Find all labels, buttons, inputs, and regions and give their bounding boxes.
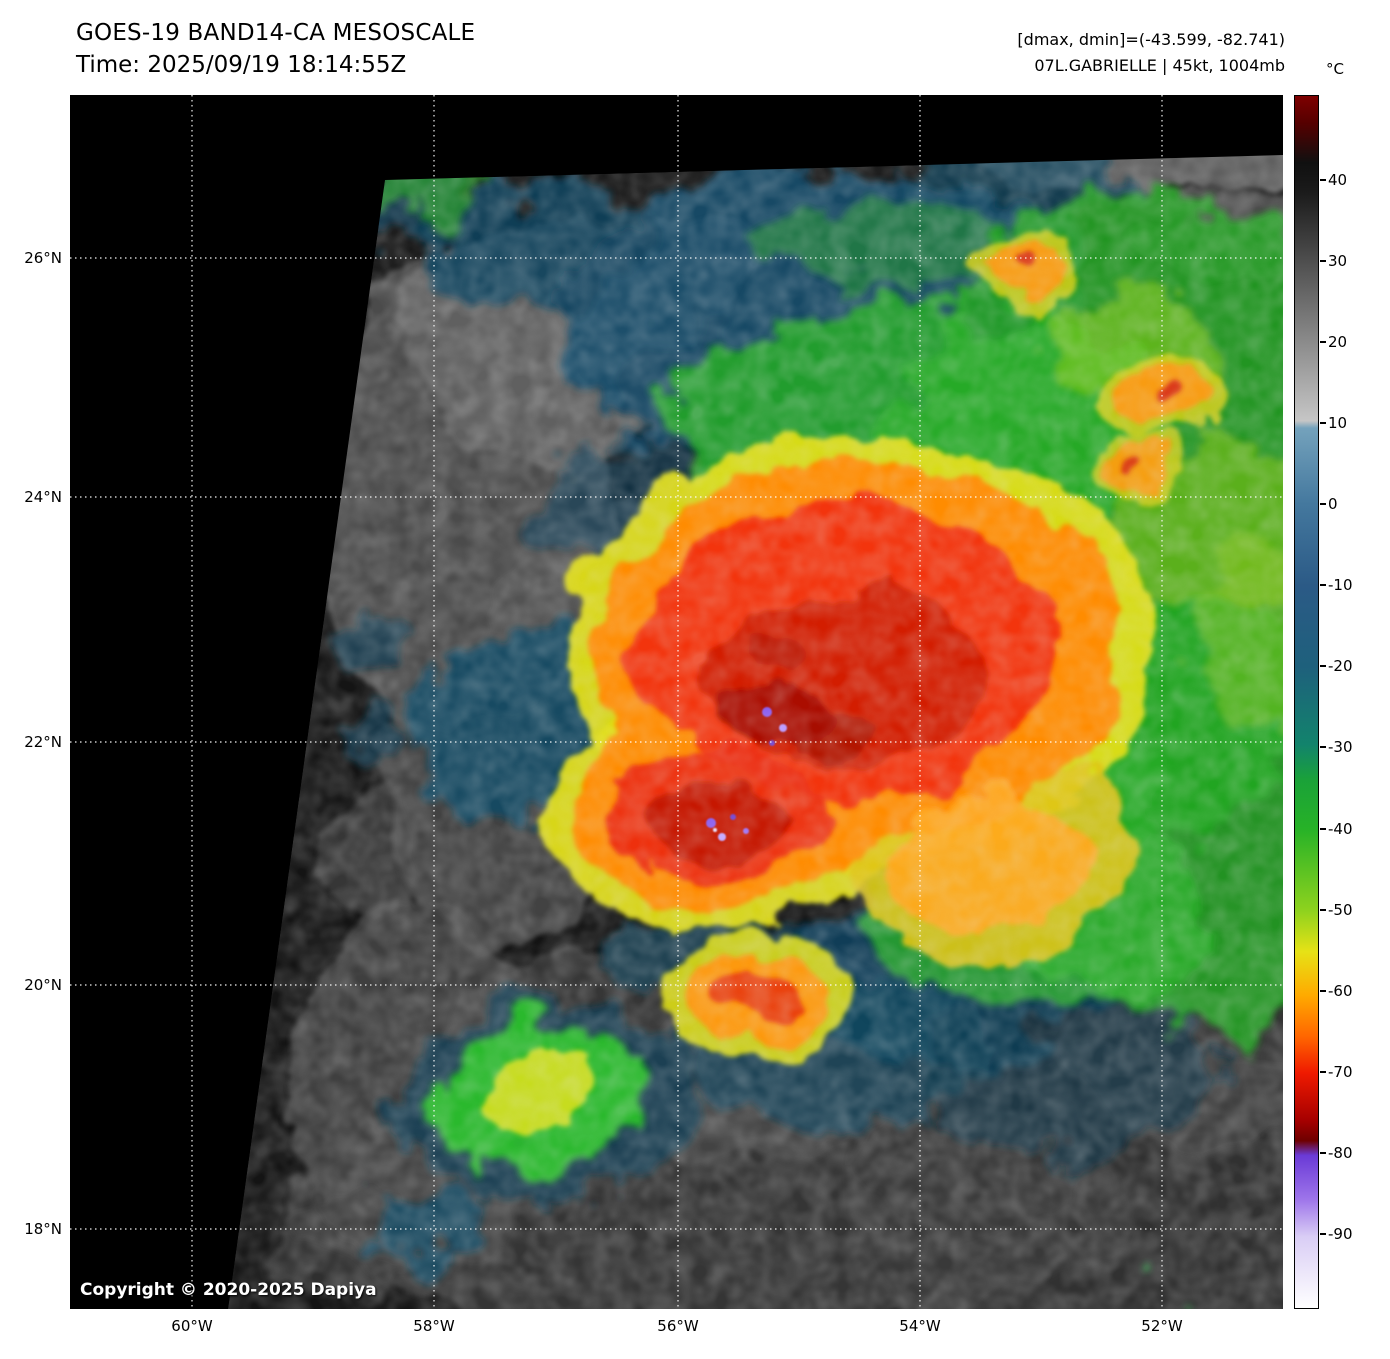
colorbar-tick-label: 30 [1328, 252, 1348, 270]
colorbar-tick-label: 20 [1328, 333, 1348, 351]
lat-tick-label: 26°N [24, 249, 62, 267]
colorbar-tick-label: -60 [1328, 982, 1353, 1000]
grid-overlay [70, 95, 1283, 1309]
colorbar-gradient [1294, 95, 1319, 1309]
colorbar-tick-mark [1320, 665, 1326, 667]
colorbar-tick-mark [1320, 503, 1326, 505]
colorbar-tick-label: -30 [1328, 738, 1353, 756]
plot-title: GOES-19 BAND14-CA MESOSCALE [76, 20, 476, 46]
colorbar-tick-mark [1320, 584, 1326, 586]
colorbar-unit-label: °C [1326, 60, 1344, 78]
colorbar-tick-label: -20 [1328, 657, 1353, 675]
colorbar-tick-label: -40 [1328, 820, 1353, 838]
dmax-dmin-annotation: [dmax, dmin]=(-43.599, -82.741) [1017, 30, 1285, 49]
scan-region [228, 155, 1283, 1309]
colorbar-tick-mark [1320, 828, 1326, 830]
colorbar-tick-mark [1320, 746, 1326, 748]
colorbar-tick-mark [1320, 341, 1326, 343]
copyright-watermark: Copyright © 2020-2025 Dapiya [80, 1280, 377, 1300]
lon-tick-label: 60°W [171, 1317, 213, 1335]
storm-annotation: 07L.GABRIELLE | 45kt, 1004mb [1034, 56, 1285, 75]
plot-time: Time: 2025/09/19 18:14:55Z [76, 52, 407, 78]
colorbar-tick-mark [1320, 909, 1326, 911]
colorbar-tick-label: -10 [1328, 576, 1353, 594]
colorbar-tick-label: 0 [1328, 495, 1338, 513]
colorbar-tick-mark [1320, 1071, 1326, 1073]
lon-tick-label: 52°W [1141, 1317, 1183, 1335]
colorbar-tick-mark [1320, 179, 1326, 181]
colorbar-tick-label: 10 [1328, 414, 1348, 432]
colorbar-tick-mark [1320, 1233, 1326, 1235]
colorbar-tick-label: -80 [1328, 1144, 1353, 1162]
colorbar-tick-label: -50 [1328, 901, 1353, 919]
satellite-imagery [70, 95, 1283, 1309]
lon-tick-label: 54°W [899, 1317, 941, 1335]
lat-tick-label: 20°N [24, 976, 62, 994]
map-plot [70, 95, 1283, 1309]
lat-tick-label: 18°N [24, 1220, 62, 1238]
colorbar-tick-label: -70 [1328, 1063, 1353, 1081]
colorbar-tick-mark [1320, 260, 1326, 262]
lon-tick-label: 58°W [413, 1317, 455, 1335]
noise-texture [228, 155, 1283, 1309]
colorbar-tick-label: -90 [1328, 1225, 1353, 1243]
colorbar-tick-mark [1320, 990, 1326, 992]
lon-tick-label: 56°W [657, 1317, 699, 1335]
lat-tick-label: 22°N [24, 733, 62, 751]
lat-tick-label: 24°N [24, 488, 62, 506]
colorbar-tick-mark [1320, 422, 1326, 424]
colorbar-tick-label: 40 [1328, 171, 1348, 189]
colorbar-tick-mark [1320, 1152, 1326, 1154]
